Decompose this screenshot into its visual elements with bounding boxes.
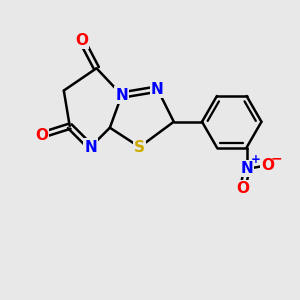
Text: N: N xyxy=(151,82,164,97)
Text: S: S xyxy=(134,140,145,154)
Text: N: N xyxy=(240,161,253,176)
Text: O: O xyxy=(236,181,250,196)
Text: O: O xyxy=(75,32,88,47)
Text: N: N xyxy=(116,88,128,103)
Text: +: + xyxy=(250,154,260,166)
Text: −: − xyxy=(271,152,282,166)
Text: O: O xyxy=(35,128,48,142)
Text: O: O xyxy=(261,158,274,173)
Text: N: N xyxy=(84,140,97,154)
